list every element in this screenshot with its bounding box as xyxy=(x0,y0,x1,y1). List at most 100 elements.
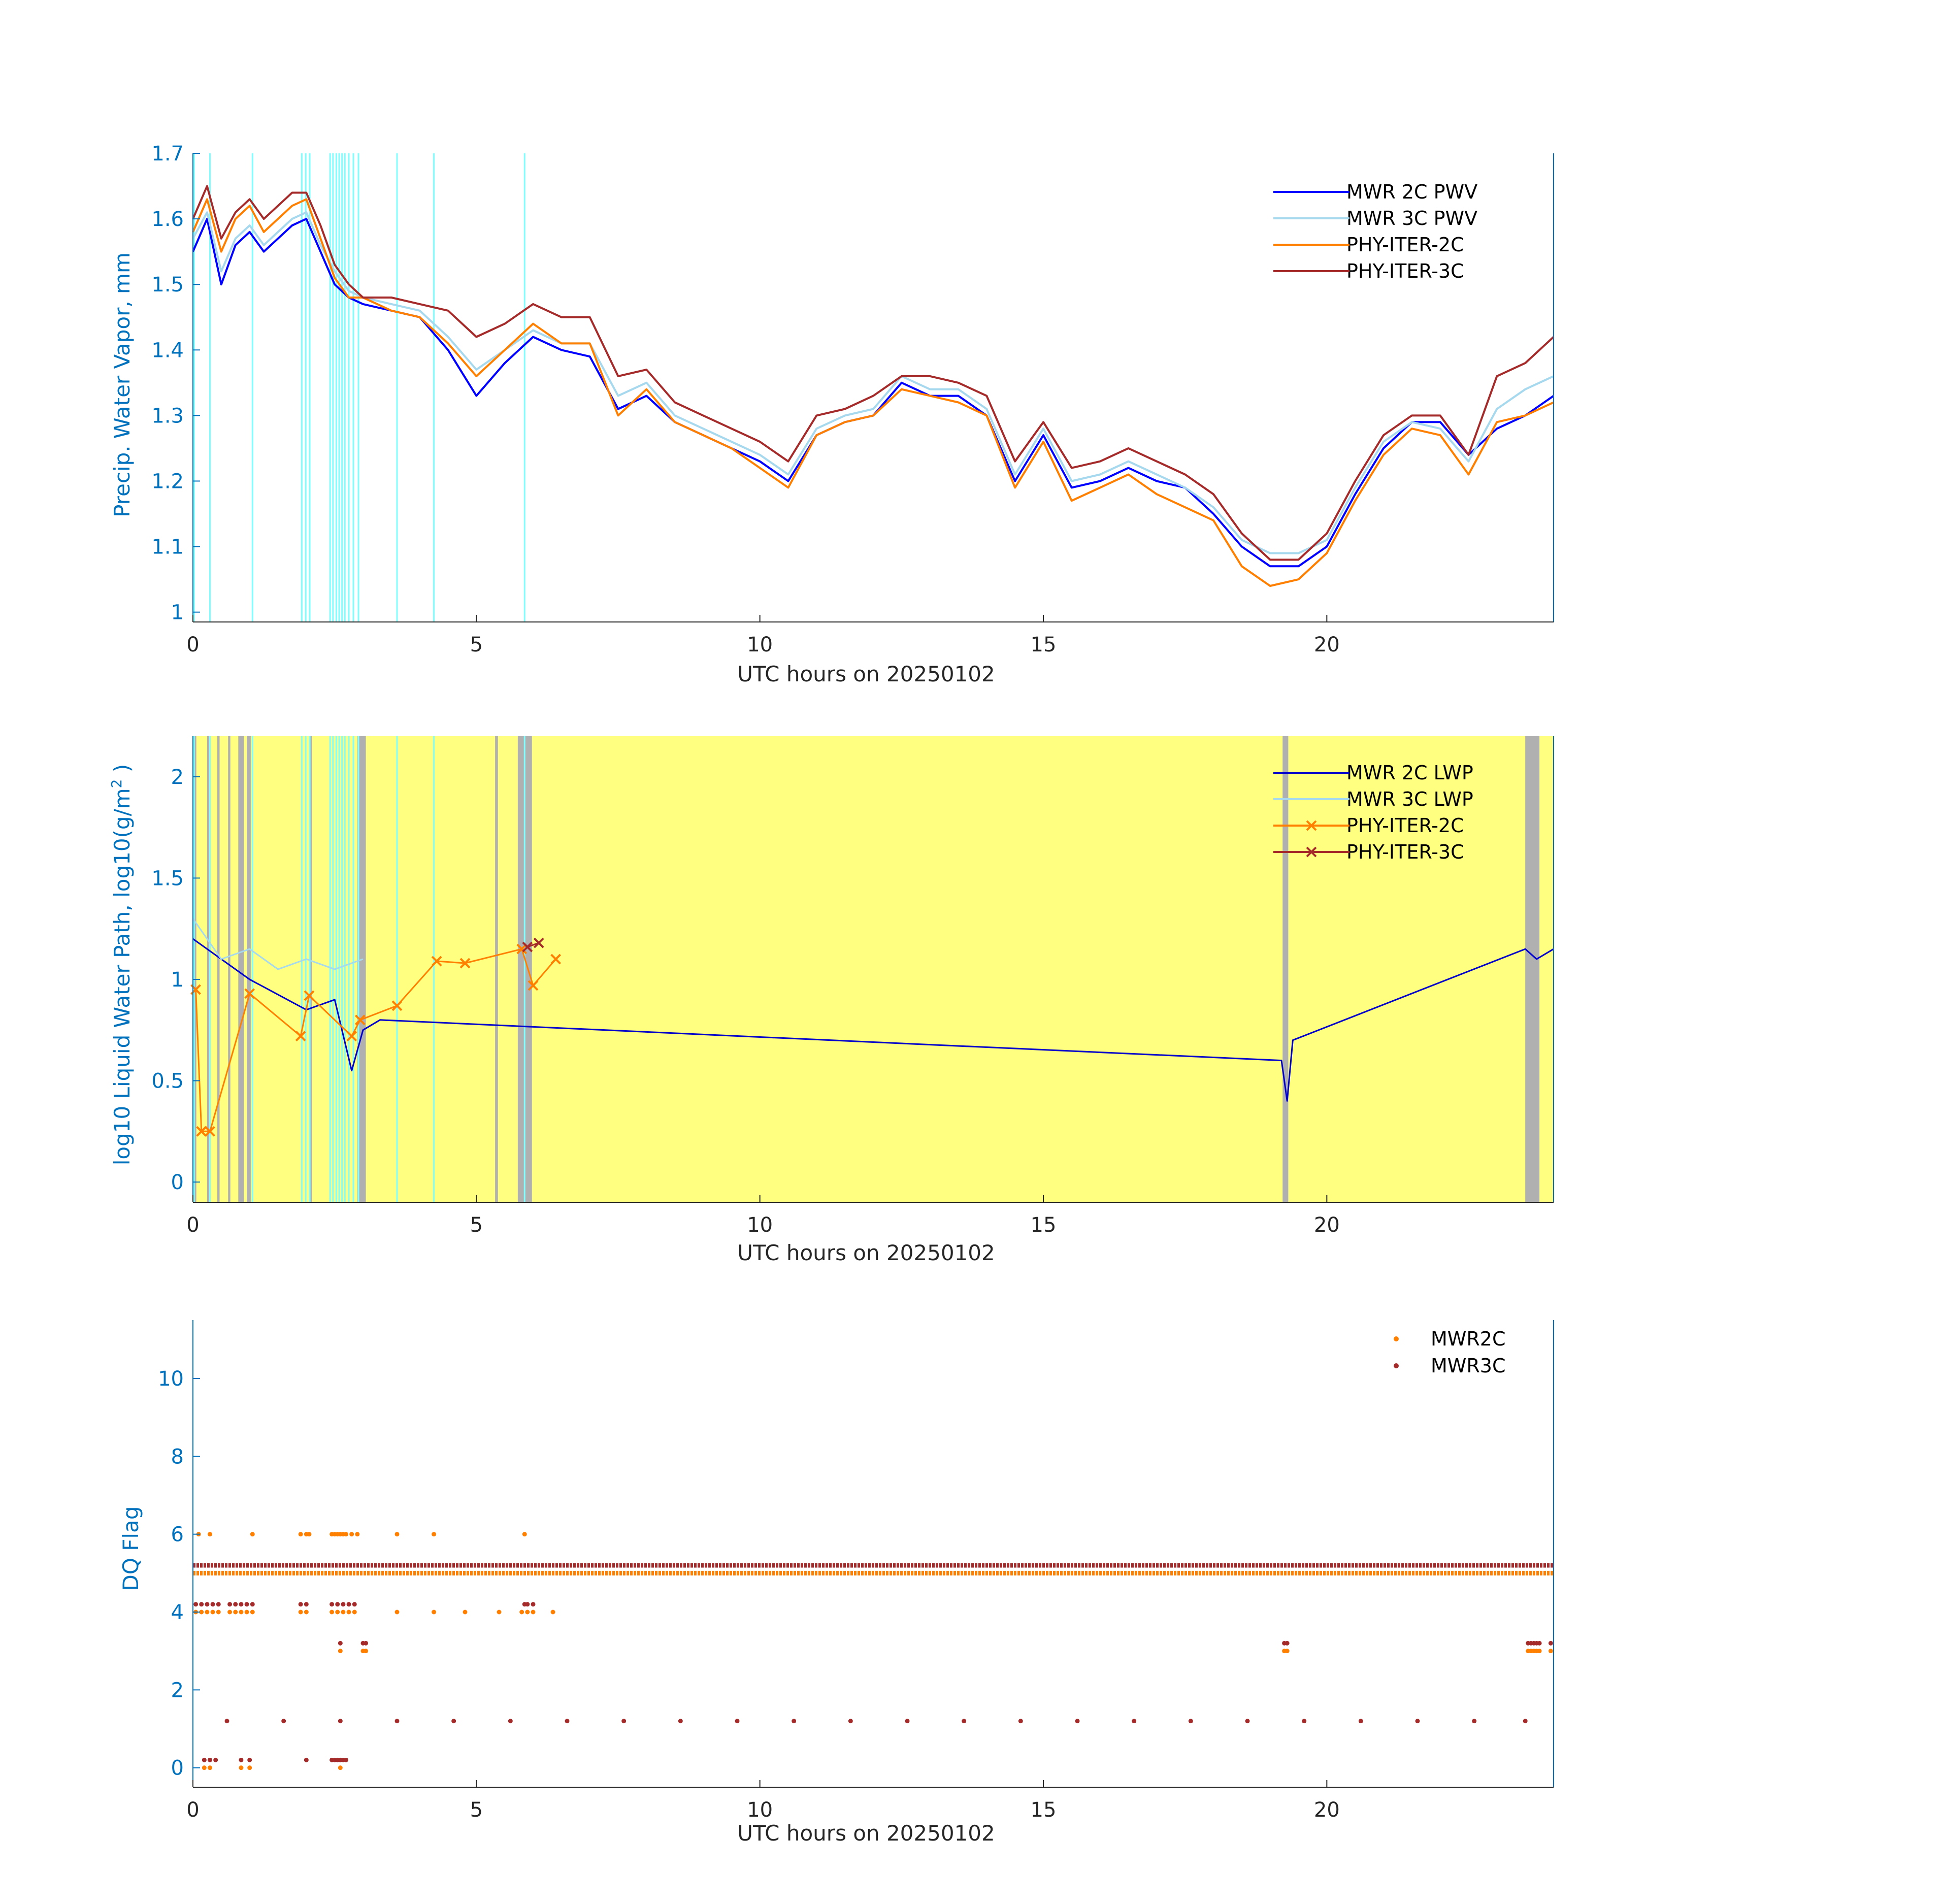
lwp-x-tick-label: 15 xyxy=(1031,1213,1057,1237)
dq-y-axis-title: DQ Flag xyxy=(118,1506,143,1591)
pwv-legend-label: MWR 3C PWV xyxy=(1346,207,1477,229)
dq-y-tick-label: 10 xyxy=(158,1367,184,1391)
lwp-data-point xyxy=(304,990,315,1001)
pwv-x-tick-label: 15 xyxy=(1031,633,1057,656)
dq-data-point xyxy=(678,1719,683,1724)
lwp-legend-label: MWR 2C LWP xyxy=(1346,762,1473,784)
lwp-y-axis-title-superscript: 2 xyxy=(108,779,125,789)
pwv-y-tick-label: 1 xyxy=(171,601,184,625)
lwp-legend-marker xyxy=(1306,820,1317,831)
dq-data-point xyxy=(1285,1649,1290,1654)
dq-data-point xyxy=(216,1610,221,1615)
dq-data-point xyxy=(364,1649,369,1654)
dq-y-tick-label: 4 xyxy=(171,1601,184,1624)
dq-data-point xyxy=(432,1610,437,1615)
dq-data-point xyxy=(522,1532,527,1537)
pwv-panel: 0 5 10 15 20 1 1.1 1.2 1.3 1.4 1.5 1.6 1.7 UTC hours… xyxy=(110,142,1555,686)
lwp-gray-band xyxy=(247,736,251,1202)
dq-data-point xyxy=(341,1610,346,1615)
dq-data-point xyxy=(352,1602,357,1607)
pwv-legend-label: PHY-ITER-2C xyxy=(1346,234,1464,256)
dq-data-point xyxy=(244,1610,249,1615)
lwp-y-axis-title: log10 Liquid Water Path, log10(g/m2 ) xyxy=(108,764,135,1165)
dq-data-point xyxy=(394,1719,400,1724)
lwp-data-point xyxy=(391,1000,403,1011)
lwp-data-point xyxy=(244,988,255,999)
dq-data-point xyxy=(531,1610,536,1615)
lwp-data-point xyxy=(533,937,544,948)
pwv-series xyxy=(192,185,1555,587)
dq-data-point xyxy=(341,1602,346,1607)
lwp-flag-lines xyxy=(193,736,1540,1202)
dq-data-point xyxy=(307,1532,312,1537)
pwv-series-line-1 xyxy=(192,211,1554,554)
dq-data-point xyxy=(905,1719,910,1724)
lwp-gray-band xyxy=(207,736,210,1202)
pwv-y-tick-label: 1.4 xyxy=(151,339,184,362)
dq-data-point xyxy=(239,1610,244,1615)
dq-data-point xyxy=(1132,1719,1137,1724)
lwp-y-tick-label: 2 xyxy=(171,766,184,789)
lwp-data-point xyxy=(459,958,471,969)
dq-data-point xyxy=(352,1610,357,1615)
dq-data-point xyxy=(344,1532,348,1537)
pwv-axes xyxy=(192,153,1554,622)
pwv-series-line-2 xyxy=(192,198,1554,587)
dq-data-point xyxy=(565,1719,570,1724)
dq-data-point xyxy=(451,1719,456,1724)
dq-data-point xyxy=(1302,1719,1307,1724)
dq-data-point xyxy=(346,1610,351,1615)
dq-data-point xyxy=(550,1610,555,1615)
dq-data-point xyxy=(239,1765,244,1770)
dq-x-tick-label: 5 xyxy=(470,1798,483,1822)
pwv-plot-area xyxy=(193,153,1554,622)
dq-data-point xyxy=(338,1649,343,1654)
lwp-series xyxy=(190,918,1554,1137)
lwp-data-point xyxy=(522,941,533,953)
dq-data-point xyxy=(525,1602,530,1607)
dq-data-point xyxy=(216,1602,221,1607)
dq-data-point xyxy=(1358,1719,1363,1724)
dq-data-point xyxy=(497,1610,502,1615)
lwp-gray-band xyxy=(1282,736,1289,1202)
dq-data-point xyxy=(531,1602,536,1607)
dq-y-tick-label: 2 xyxy=(171,1679,184,1702)
dq-data-point xyxy=(244,1602,249,1607)
pwv-legend-label: MWR 2C PWV xyxy=(1346,181,1477,203)
lwp-legend-label: PHY-ITER-3C xyxy=(1346,841,1464,863)
dq-data-point xyxy=(338,1640,343,1646)
dq-panel: 0 5 10 15 20 0 2 4 6 8 10 UTC hours on 20250102 DQ… xyxy=(118,1320,1554,1846)
dq-x-tick-label: 20 xyxy=(1314,1798,1340,1822)
lwp-gray-band xyxy=(357,736,366,1202)
dq-data-point xyxy=(208,1757,212,1762)
dq-data-point xyxy=(1285,1640,1290,1646)
dq-data-point xyxy=(1188,1719,1193,1724)
dq-x-tick-label: 0 xyxy=(186,1798,199,1822)
dq-data-point xyxy=(199,1610,204,1615)
dq-tick-labels: 0 5 10 15 20 0 2 4 6 8 10 xyxy=(158,1367,1340,1822)
lwp-legend-label: PHY-ITER-2C xyxy=(1346,814,1464,837)
dq-data-point xyxy=(298,1610,303,1615)
dq-data-point xyxy=(508,1719,513,1724)
pwv-tick-labels: 0 5 10 15 20 1 1.1 1.2 1.3 1.4 1.5 1.6 1.7 xyxy=(151,142,1339,656)
pwv-x-tick-label: 0 xyxy=(186,633,199,656)
dq-data-point xyxy=(1245,1719,1250,1724)
dq-data-point xyxy=(463,1610,468,1615)
dq-y-tick-label: 8 xyxy=(171,1445,184,1468)
dq-data-point xyxy=(349,1532,354,1537)
dq-x-tick-label: 15 xyxy=(1031,1798,1057,1822)
dq-data-point xyxy=(239,1757,244,1762)
dq-data-point xyxy=(335,1602,340,1607)
lwp-y-tick-label: 0.5 xyxy=(151,1070,184,1093)
lwp-series-line-2 xyxy=(195,948,556,1132)
dq-data-point xyxy=(394,1532,400,1537)
dq-data-point xyxy=(304,1610,309,1615)
dq-data-point xyxy=(202,1757,207,1762)
dq-data-point xyxy=(432,1532,437,1537)
dq-data-point xyxy=(1537,1649,1542,1654)
dq-data-point xyxy=(344,1757,348,1762)
lwp-gray-band xyxy=(238,736,244,1202)
lwp-axes xyxy=(192,736,1554,1203)
lwp-series-line-1 xyxy=(192,918,364,970)
dq-legend-label: MWR2C xyxy=(1431,1328,1505,1350)
